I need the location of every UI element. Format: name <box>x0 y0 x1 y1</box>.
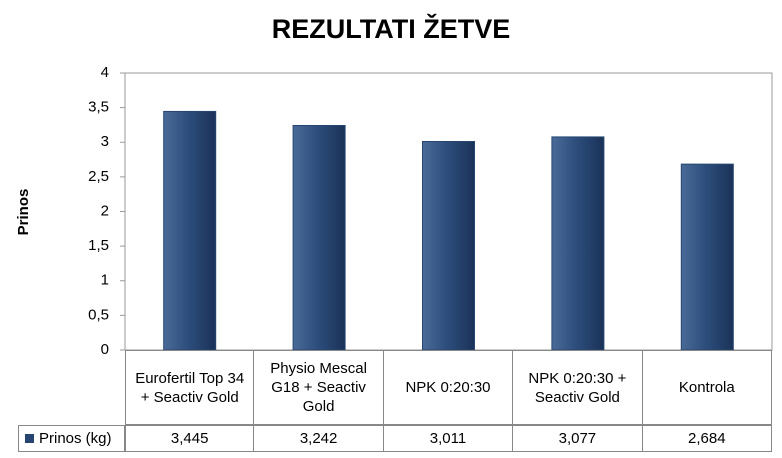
y-tick-label: 4 <box>101 64 109 81</box>
data-table-value: 3,011 <box>383 425 514 452</box>
bar <box>292 124 346 351</box>
y-axis-title: Prinos <box>15 189 32 236</box>
chart-title: REZULTATI ŽETVE <box>272 13 510 44</box>
x-category-label: Eurofertil Top 34 + Seactiv Gold <box>125 350 255 425</box>
x-category-label: Physio Mescal G18 + Seactiv Gold <box>254 350 384 425</box>
data-table-value: 3,077 <box>513 425 643 452</box>
bar <box>422 140 475 351</box>
bar <box>163 110 217 351</box>
legend-swatch <box>25 434 34 443</box>
bar <box>551 136 605 351</box>
x-category-label: NPK 0:20:30 <box>383 350 514 425</box>
x-category-label: Kontrola <box>642 350 772 425</box>
y-tick-label: 1 <box>101 272 109 289</box>
data-table-value: 3,242 <box>254 425 384 452</box>
data-table-value: 3,445 <box>125 425 255 452</box>
y-tick-label: 3 <box>101 133 109 150</box>
y-tick-label: 0 <box>101 341 109 358</box>
legend-label: Prinos (kg) <box>39 430 112 447</box>
legend-cell: Prinos (kg) <box>18 425 125 452</box>
y-tick-label: 0,5 <box>88 306 109 323</box>
y-tick-label: 1,5 <box>88 237 109 254</box>
data-table-value: 2,684 <box>642 425 772 452</box>
y-tick-label: 2,5 <box>88 168 109 185</box>
x-category-label: NPK 0:20:30 + Seactiv Gold <box>513 350 643 425</box>
bar <box>680 163 734 351</box>
y-tick-label: 3,5 <box>88 99 109 116</box>
y-tick-label: 2 <box>101 202 109 219</box>
